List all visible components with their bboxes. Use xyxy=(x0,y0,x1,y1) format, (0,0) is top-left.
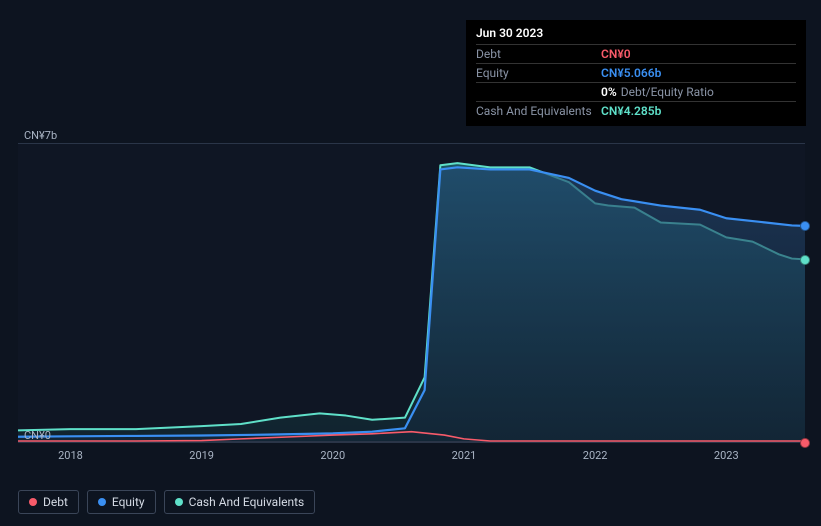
x-axis-label: 2021 xyxy=(452,449,477,462)
chart: CN¥7b CN¥0 2018 2019 2020 2021 2022 2023 xyxy=(18,125,805,465)
legend-item[interactable]: Debt xyxy=(18,490,79,514)
x-axis-label: 2018 xyxy=(58,449,83,462)
tooltip-row-label: Cash And Equivalents xyxy=(476,104,601,118)
tooltip-row-label: Equity xyxy=(476,66,601,80)
tooltip-ratio-label: Debt/Equity Ratio xyxy=(621,85,714,99)
tooltip-row: Cash And EquivalentsCN¥4.285b xyxy=(476,101,796,120)
legend: Debt Equity Cash And Equivalents xyxy=(18,490,315,514)
tooltip-row-value: CN¥0 xyxy=(601,47,631,61)
chart-container: Jun 30 2023 DebtCN¥0EquityCN¥5.066b0%Deb… xyxy=(0,0,821,526)
y-axis-label: CN¥0 xyxy=(24,429,51,442)
legend-swatch xyxy=(175,498,183,506)
chart-svg xyxy=(18,144,805,441)
legend-item[interactable]: Cash And Equivalents xyxy=(164,490,316,514)
legend-label: Cash And Equivalents xyxy=(189,495,305,509)
series-end-marker xyxy=(800,438,810,448)
tooltip-row: 0% Debt/Equity Ratio xyxy=(476,82,796,101)
legend-item[interactable]: Equity xyxy=(87,490,156,514)
tooltip-row-value: CN¥4.285b xyxy=(601,104,661,118)
chart-tooltip: Jun 30 2023 DebtCN¥0EquityCN¥5.066b0%Deb… xyxy=(466,20,806,126)
tooltip-ratio: 0% Debt/Equity Ratio xyxy=(601,85,714,99)
x-axis-label: 2019 xyxy=(189,449,214,462)
tooltip-row-label: Debt xyxy=(476,47,601,61)
tooltip-row-label xyxy=(476,85,601,99)
x-axis-label: 2020 xyxy=(320,449,345,462)
legend-swatch xyxy=(29,498,37,506)
legend-swatch xyxy=(98,498,106,506)
series-end-marker xyxy=(800,255,810,265)
plot-area[interactable] xyxy=(18,143,805,443)
tooltip-row: EquityCN¥5.066b xyxy=(476,63,796,82)
tooltip-row: DebtCN¥0 xyxy=(476,44,796,63)
tooltip-row-value: CN¥5.066b xyxy=(601,66,661,80)
tooltip-ratio-pct: 0% xyxy=(601,85,617,99)
series-end-marker xyxy=(800,221,810,231)
x-axis-label: 2022 xyxy=(583,449,608,462)
legend-label: Equity xyxy=(112,495,145,509)
y-axis-label: CN¥7b xyxy=(24,129,57,142)
tooltip-date: Jun 30 2023 xyxy=(476,26,796,40)
legend-label: Debt xyxy=(43,495,68,509)
x-axis-label: 2023 xyxy=(714,449,739,462)
